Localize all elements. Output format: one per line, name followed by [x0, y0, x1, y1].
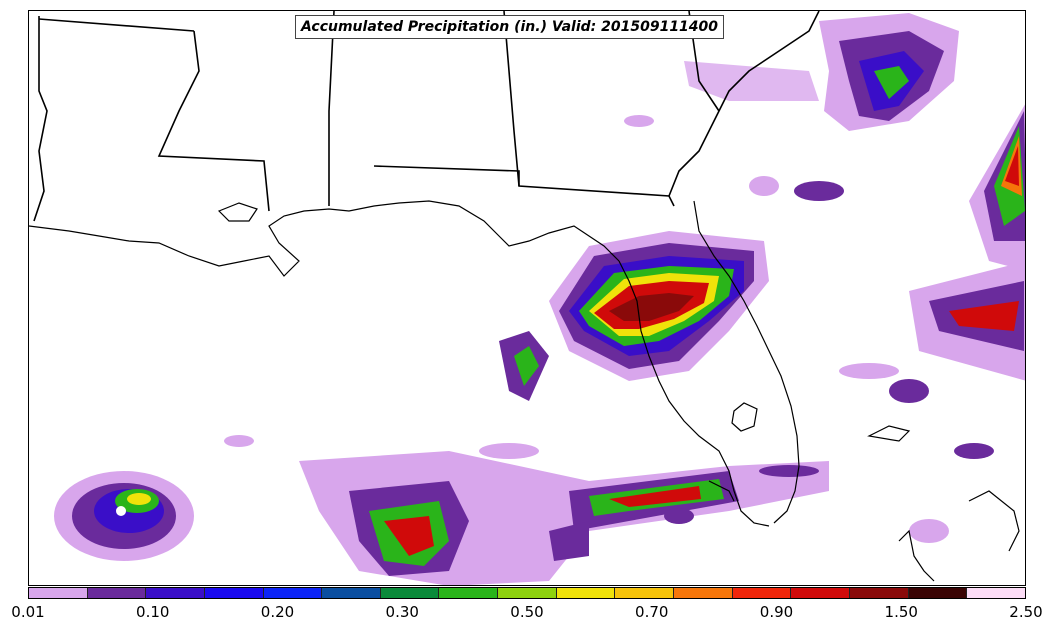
florida-east-coast — [693, 200, 800, 524]
colorbar-segment — [204, 588, 264, 598]
colorbar-tick-label: 0.90 — [759, 603, 794, 621]
colorbar-tick-label: 2.50 — [1009, 603, 1043, 621]
colorbar-segment — [967, 588, 1025, 598]
colorbar-tick-labels: 0.01 0.10 0.20 0.30 0.50 0.70 0.90 1.50 2.50 — [0, 603, 1054, 627]
bahamas-east — [968, 490, 1020, 552]
colorbar-segment — [791, 588, 850, 598]
precipitation-colorbar — [28, 587, 1026, 599]
precip-area-atlantic-north — [684, 13, 959, 131]
colorbar-segment — [849, 588, 909, 598]
state-border-al-ga — [503, 11, 675, 207]
colorbar-segment — [908, 588, 968, 598]
colorbar-tick-label: 0.01 — [11, 603, 45, 621]
florida-keys — [708, 480, 735, 502]
state-border-ms-river — [157, 30, 270, 212]
state-border-ms-al — [328, 11, 335, 206]
gulf-coast-la — [29, 200, 620, 277]
state-border-ga-fl-north — [373, 165, 520, 186]
florida-west-coast — [618, 260, 770, 527]
colorbar-segment — [87, 588, 147, 598]
lake-okeechobee — [731, 402, 758, 432]
colorbar-segment — [732, 588, 792, 598]
geographic-boundaries — [33, 11, 820, 222]
bahamas-andros — [867, 425, 911, 442]
coastline — [29, 200, 1020, 582]
cuba-west — [898, 529, 935, 582]
precip-area-florida — [499, 231, 769, 401]
colorbar-segment — [29, 588, 88, 598]
colorbar-tick-label: 0.20 — [260, 603, 295, 621]
map-title: Accumulated Precipitation (in.) Valid: 2… — [295, 15, 725, 39]
hurricane-precip — [54, 471, 194, 561]
colorbar-tick-label: 0.30 — [385, 603, 419, 621]
precipitation-field — [54, 13, 1025, 585]
lake-pontchartrain — [217, 202, 258, 222]
colorbar-segment — [322, 588, 381, 598]
colorbar-segment — [615, 588, 675, 598]
colorbar-tick-label: 0.10 — [136, 603, 170, 621]
colorbar-segment — [146, 588, 205, 598]
coast-ga-sc — [668, 11, 820, 197]
precipitation-map — [29, 11, 1025, 585]
colorbar-segment — [263, 588, 323, 598]
precip-area-caribbean — [299, 451, 829, 585]
colorbar-segment — [498, 588, 557, 598]
colorbar-segment — [439, 588, 499, 598]
colorbar-segment — [380, 588, 440, 598]
state-border-la-ar — [38, 18, 195, 32]
precip-area-atlantic-east — [909, 104, 1025, 381]
map-panel — [28, 10, 1026, 586]
precip-scatter — [224, 115, 994, 543]
colorbar-tick-label: 0.70 — [635, 603, 669, 621]
state-border-la-ms — [33, 16, 48, 222]
colorbar-segment — [556, 588, 616, 598]
colorbar-segment — [674, 588, 733, 598]
colorbar-tick-label: 0.50 — [510, 603, 544, 621]
colorbar-tick-label: 1.50 — [884, 603, 918, 621]
